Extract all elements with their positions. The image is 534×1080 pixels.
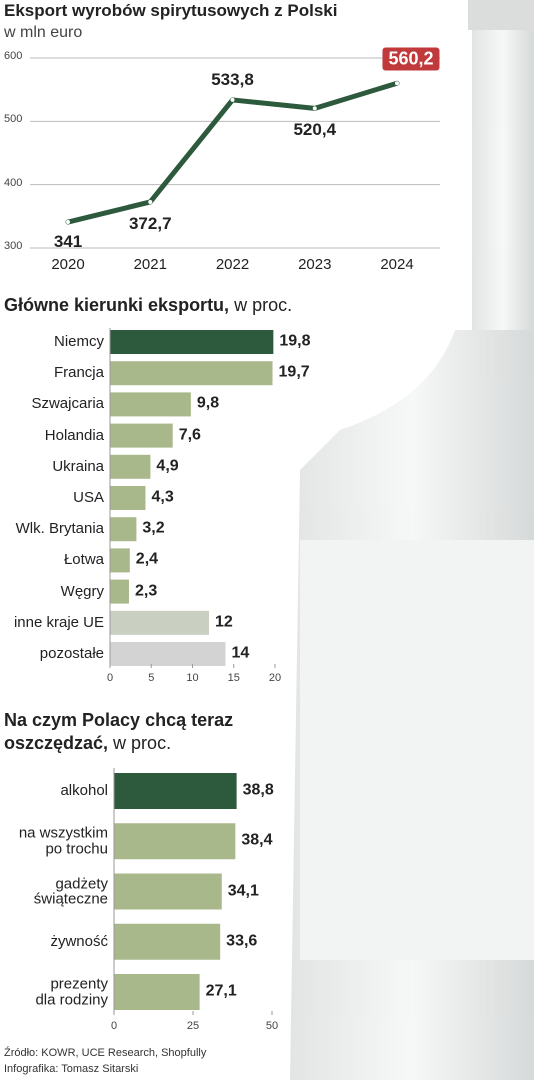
y-tick-label: 300 xyxy=(4,240,23,253)
bar xyxy=(110,361,273,386)
credit: Infografika: Tomasz Sitarski xyxy=(4,1063,139,1075)
x-tick-label: 2023 xyxy=(298,256,332,273)
value-label: 372,7 xyxy=(128,214,172,234)
value-label: 9,8 xyxy=(196,394,220,412)
value-label: 3,2 xyxy=(142,519,165,537)
category-label: alkohol xyxy=(60,782,108,800)
value-label: 34,1 xyxy=(227,882,259,900)
chart-heading: Na czym Polacy chcą teraz oszczędzać, w p… xyxy=(4,709,266,756)
chart-subtitle: w proc. xyxy=(234,295,293,315)
bar xyxy=(110,642,226,666)
value-label: 19,7 xyxy=(278,363,310,381)
value-label: 2,3 xyxy=(134,582,158,600)
category-label: prezenty dla rodziny xyxy=(35,975,108,1008)
chart-title: Główne kierunki eksportu, xyxy=(4,295,230,315)
x-tick-label: 0 xyxy=(106,672,114,684)
bar xyxy=(110,423,173,448)
category-label: inne kraje UE xyxy=(13,613,104,631)
x-tick-label: 5 xyxy=(148,672,155,684)
value-label: 33,6 xyxy=(226,932,258,950)
bar xyxy=(110,548,130,573)
category-label: Niemcy xyxy=(53,333,104,351)
value-label: 4,9 xyxy=(156,457,179,475)
bar xyxy=(110,392,191,417)
bar xyxy=(114,923,221,960)
value-label: 533,8 xyxy=(211,70,254,89)
category-label: Francja xyxy=(53,364,104,382)
point xyxy=(312,106,317,111)
value-label: 14 xyxy=(231,644,250,662)
value-label: 19,8 xyxy=(279,332,311,350)
y-tick-label: 400 xyxy=(4,176,23,189)
category-label: Węgry xyxy=(60,582,104,600)
point xyxy=(395,81,399,86)
bar xyxy=(110,330,274,354)
point xyxy=(66,220,70,225)
value-label: 520,4 xyxy=(293,120,337,140)
chart-title: Na czym Polacy chcą teraz oszczędzać, xyxy=(4,710,234,754)
value-label: 27,1 xyxy=(205,982,237,1000)
source: Źródło: KOWR, UCE Research, Shopfully xyxy=(4,1047,207,1059)
bar xyxy=(114,873,222,910)
bar xyxy=(110,454,151,479)
category-label: Wlk. Brytania xyxy=(15,520,104,538)
category-label: Szwajcaria xyxy=(31,395,104,413)
category-label: Holandia xyxy=(44,426,104,444)
point xyxy=(148,199,153,204)
x-tick-label: 0 xyxy=(110,1020,118,1032)
chart-subtitle: w mln euro xyxy=(4,24,83,41)
bar xyxy=(110,610,209,635)
x-tick-label: 25 xyxy=(186,1020,200,1032)
point xyxy=(230,97,235,102)
x-tick-label: 15 xyxy=(227,672,240,684)
x-tick-label: 2021 xyxy=(133,256,167,273)
value-label: 341 xyxy=(53,232,83,252)
line xyxy=(65,80,400,225)
chart-title: Eksport wyrobów spirytusowych z Polski xyxy=(4,1,338,20)
value-label: 38,8 xyxy=(242,781,274,799)
value-label: 560,2 xyxy=(382,47,440,71)
x-tick-label: 2020 xyxy=(51,256,85,273)
category-label: na wszystkim po trochu xyxy=(18,824,108,858)
x-tick-label: 50 xyxy=(265,1020,279,1032)
bar xyxy=(114,823,236,860)
x-tick-label: 20 xyxy=(268,672,282,684)
category-label: żywność xyxy=(50,932,108,950)
bar xyxy=(110,486,146,510)
value-label: 12 xyxy=(215,613,233,631)
value-label: 2,4 xyxy=(135,550,159,568)
bar xyxy=(114,773,237,809)
x-tick-label: 2022 xyxy=(215,256,250,273)
x-tick-label: 10 xyxy=(186,672,199,684)
chart-subtitle: w proc. xyxy=(113,733,172,754)
category-label: pozostałe xyxy=(39,645,104,663)
bottle-illustration xyxy=(290,0,534,1080)
category-label: USA xyxy=(73,489,104,507)
category-label: Łotwa xyxy=(63,551,104,569)
category-label: Ukraina xyxy=(52,457,104,475)
category-label: gadżety świąteczne xyxy=(33,874,108,908)
y-tick-label: 500 xyxy=(4,113,23,126)
bar xyxy=(110,517,137,542)
y-tick-label: 600 xyxy=(4,50,23,63)
bar xyxy=(110,579,129,604)
value-label: 4,3 xyxy=(151,488,174,506)
x-tick-label: 2024 xyxy=(380,256,414,273)
bar xyxy=(114,974,200,1010)
value-label: 7,6 xyxy=(178,426,201,444)
value-label: 38,4 xyxy=(241,831,273,849)
chart-heading: Główne kierunki eksportu, w proc. xyxy=(4,296,404,315)
